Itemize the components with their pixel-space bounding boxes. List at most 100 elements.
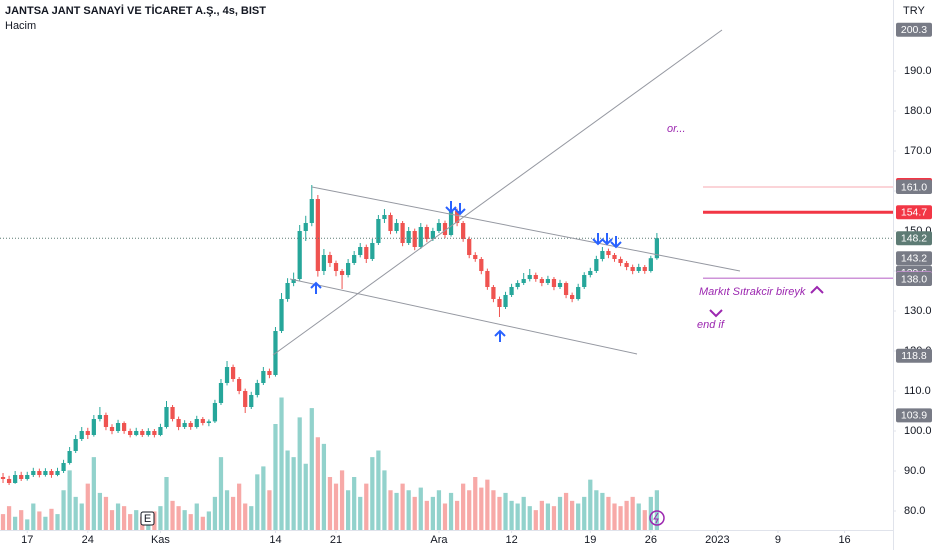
candle-body xyxy=(170,407,175,419)
volume-label: Hacim xyxy=(5,20,36,32)
candle-body xyxy=(176,419,181,427)
candle-body xyxy=(255,383,260,395)
candle-body xyxy=(140,431,145,435)
volume-bar xyxy=(563,492,569,530)
candle-body xyxy=(630,267,635,271)
candle-body xyxy=(97,415,103,419)
volume-bar xyxy=(249,506,254,530)
volume-bar xyxy=(473,477,478,530)
channel-bottom[interactable] xyxy=(289,278,638,355)
candle-body xyxy=(19,475,24,479)
candle-body xyxy=(388,215,393,231)
volume-bar xyxy=(134,510,139,530)
candle-body xyxy=(430,231,435,239)
y-tick-label: 170.0 xyxy=(904,145,932,157)
candle-body xyxy=(182,423,187,427)
volume-bar xyxy=(164,477,169,530)
arrow-down xyxy=(610,236,622,249)
volume-bar xyxy=(261,466,266,530)
volume-bar xyxy=(267,490,272,530)
y-tick-label: 100.0 xyxy=(904,425,932,437)
candle-body xyxy=(454,211,460,223)
candle-body xyxy=(188,423,193,427)
candle-body xyxy=(261,371,266,383)
volume-bar xyxy=(176,506,181,530)
annotation: Markıt Sıtrakcir bireyk xyxy=(699,286,806,298)
y-tick-label: 190.0 xyxy=(904,65,932,77)
candle-body xyxy=(121,423,127,431)
candle-body xyxy=(6,479,12,483)
candle-body xyxy=(636,267,641,271)
volume-bar xyxy=(212,496,218,530)
candle-body xyxy=(321,255,327,271)
candle-body xyxy=(551,279,557,287)
candle-body xyxy=(557,283,563,287)
candle-body xyxy=(358,247,363,255)
candle-body xyxy=(206,421,211,423)
candle-body xyxy=(406,231,411,243)
volume-bar xyxy=(255,474,260,530)
candle-body xyxy=(436,223,442,231)
volume-bar xyxy=(491,490,496,530)
price-label-box xyxy=(896,231,932,246)
candle-body xyxy=(600,251,605,259)
volume-bar xyxy=(170,500,175,530)
volume-bar xyxy=(61,490,66,530)
x-tick-label: 16 xyxy=(838,534,850,546)
volume-bar xyxy=(345,490,351,530)
volume-bar xyxy=(600,492,605,530)
candle-body xyxy=(0,477,6,479)
volume-bar xyxy=(285,450,290,530)
arrows xyxy=(310,201,622,342)
x-tick-label: 12 xyxy=(505,534,517,546)
volume-bar xyxy=(25,519,30,530)
annotation: end if xyxy=(697,319,725,331)
volume-bar xyxy=(206,511,211,530)
trend-line[interactable] xyxy=(272,29,723,356)
volume-bar xyxy=(67,470,72,530)
candle-body xyxy=(418,227,423,247)
candle-body xyxy=(279,299,284,331)
candle-body xyxy=(249,395,254,407)
alert-icon[interactable] xyxy=(649,510,665,526)
volume-bar xyxy=(291,457,296,530)
volume-bar xyxy=(109,510,115,530)
candle-body xyxy=(158,427,163,435)
volume-bar xyxy=(654,490,660,530)
channel-top[interactable] xyxy=(311,186,741,272)
candle-body xyxy=(563,283,569,295)
volume-bar xyxy=(6,506,12,530)
candle-body xyxy=(25,475,30,479)
currency: TRY xyxy=(903,5,925,17)
candle-body xyxy=(109,427,115,431)
volume-bar xyxy=(642,510,647,530)
y-tick-label: 110.0 xyxy=(904,385,931,397)
volume-bar xyxy=(97,492,103,530)
volume-bar xyxy=(55,514,60,530)
y-tick-label: 90.0 xyxy=(904,465,925,477)
volume-bar xyxy=(230,496,236,530)
candle-body xyxy=(309,199,314,223)
candle-body xyxy=(37,471,42,475)
event-badge[interactable] xyxy=(140,511,155,526)
price-label-box xyxy=(896,272,932,286)
candle-body xyxy=(461,223,466,239)
price-label: 200.3 xyxy=(901,24,927,36)
arrow-down xyxy=(601,233,613,246)
candle-body xyxy=(115,423,121,431)
x-tick-label: 9 xyxy=(775,534,781,546)
candle-body xyxy=(303,223,308,231)
arrow-down xyxy=(454,203,466,216)
candle-body xyxy=(491,287,496,299)
volume-bar xyxy=(636,503,641,530)
volume-bar xyxy=(73,496,78,530)
x-tick-label: 21 xyxy=(330,534,342,546)
candle-body xyxy=(382,215,387,219)
candle-body xyxy=(588,271,593,275)
x-tick-label: Kas xyxy=(151,534,170,546)
candle-body xyxy=(243,391,248,407)
y-tick-label: 80.0 xyxy=(904,505,925,517)
candle-body xyxy=(218,383,224,403)
candle-body xyxy=(85,431,90,435)
